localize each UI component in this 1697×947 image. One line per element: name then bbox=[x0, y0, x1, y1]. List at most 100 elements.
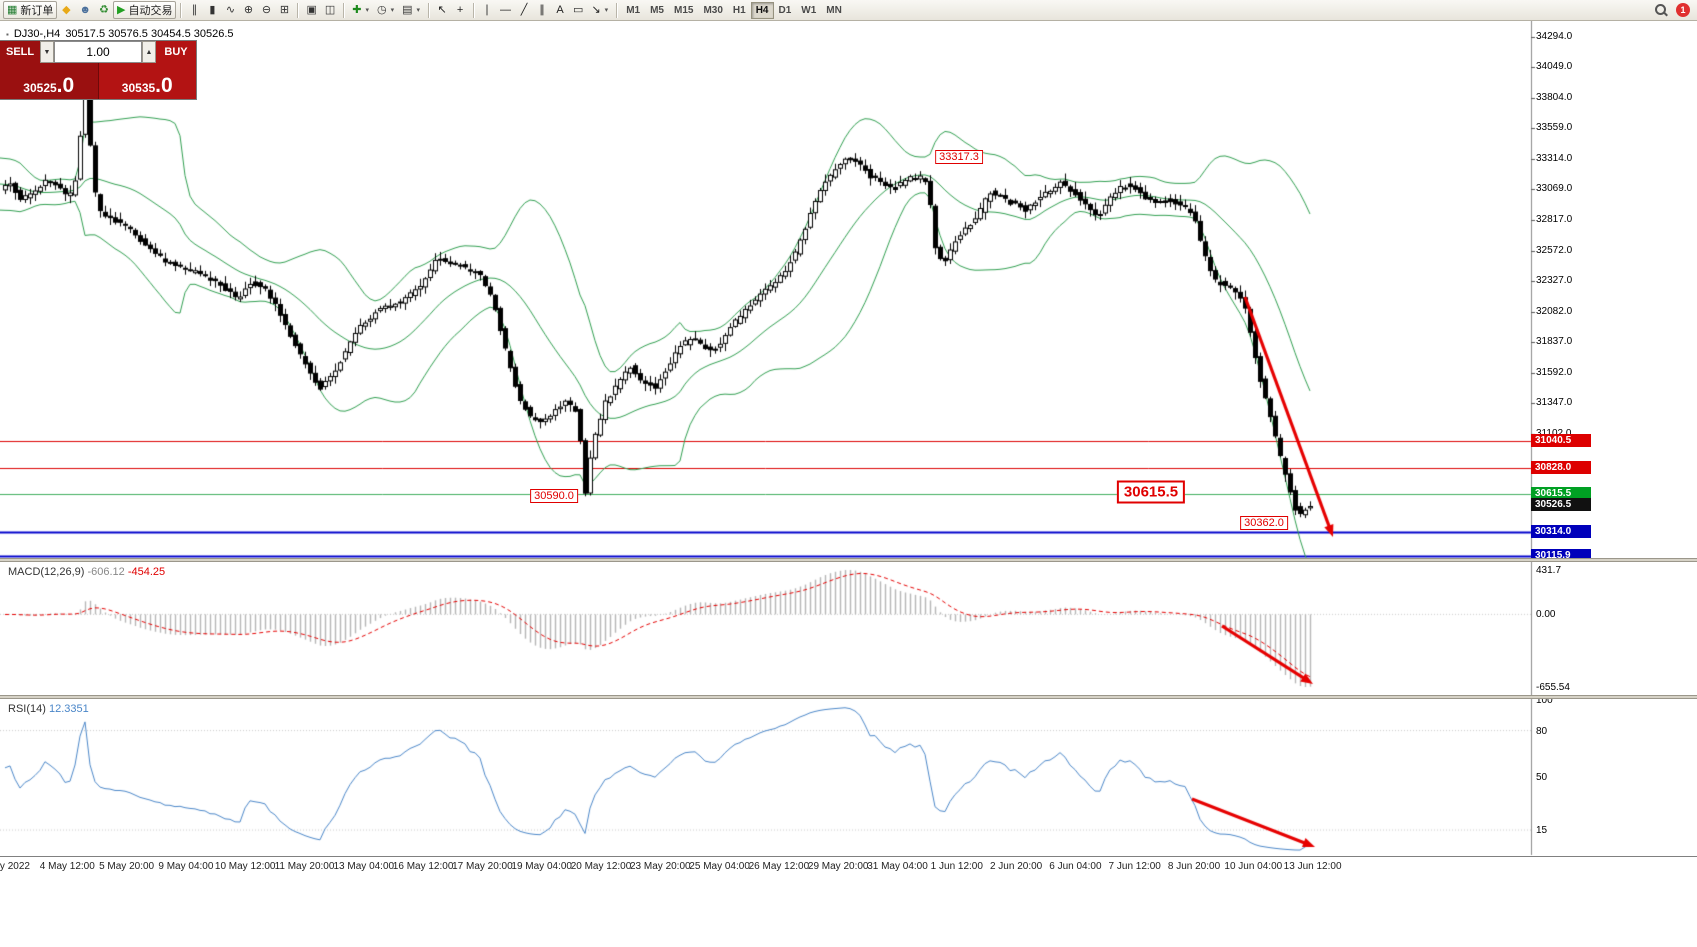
timeframe-h4-button[interactable]: H4 bbox=[750, 1, 774, 19]
arrows-tool-icon: ↘ bbox=[591, 3, 601, 16]
toolbar-candlestick-mode-button[interactable]: ▮ bbox=[203, 1, 221, 19]
toolbar-tile-windows-button[interactable]: ⊞ bbox=[275, 1, 293, 19]
vertical-line-tool-icon: ∣ bbox=[484, 3, 490, 16]
new-chart-caret-icon: ▾ bbox=[365, 7, 369, 14]
rsi-axis-tick: 15 bbox=[1536, 825, 1548, 837]
timeframe-d1-button[interactable]: D1 bbox=[774, 2, 797, 19]
line-chart-mode-icon: ∿ bbox=[225, 3, 236, 16]
toolbar-arrange-windows-button[interactable]: ◫ bbox=[321, 1, 339, 19]
notification-badge[interactable]: 1 bbox=[1676, 3, 1690, 17]
time-axis-label: 29 May 20:00 bbox=[807, 861, 869, 872]
price-callout-label: 30590.0 bbox=[530, 489, 578, 503]
toolbar-text-label-tool-button[interactable]: ▭ bbox=[569, 1, 587, 19]
buy-price-big: .0 bbox=[155, 74, 173, 98]
toolbar-separator bbox=[473, 2, 475, 18]
toolbar-arrows-tool-button[interactable]: ↘ ▾ bbox=[587, 1, 612, 19]
timeframe-m5-button[interactable]: M5 bbox=[645, 2, 669, 19]
toolbar-cascade-windows-button[interactable]: ▣ bbox=[302, 1, 320, 19]
toolbar-line-chart-mode-button[interactable]: ∿ bbox=[221, 1, 239, 19]
toolbar-text-tool-button[interactable]: A bbox=[551, 1, 569, 19]
time-axis[interactable]: May 2022 4 May 12:00 5 May 20:009 May 04:0… bbox=[0, 856, 1697, 881]
timeframe-h1-button[interactable]: H1 bbox=[728, 2, 751, 19]
price-axis-tag: 31040.5 bbox=[1531, 434, 1591, 448]
price-axis-tick: 31347.0 bbox=[1536, 397, 1573, 409]
timeframe-m15-button[interactable]: M15 bbox=[669, 2, 698, 19]
toolbar-separator bbox=[428, 2, 430, 18]
rsi-indicator-label: RSI(14) 12.3351 bbox=[8, 703, 89, 715]
toolbar-horizontal-line-tool-button[interactable]: — bbox=[496, 1, 515, 19]
time-axis-label: 10 May 12:00 bbox=[214, 861, 276, 872]
toolbar-bar-chart-mode-button[interactable]: ∥ bbox=[185, 1, 203, 19]
sell-button[interactable]: SELL bbox=[0, 41, 40, 63]
time-axis-label: 7 Jun 12:00 bbox=[1108, 861, 1161, 872]
toolbar-new-chart-button[interactable]: ✚ ▾ bbox=[348, 1, 373, 19]
time-axis-label: 4 May 12:00 bbox=[39, 861, 95, 872]
time-axis-label: 31 May 04:00 bbox=[867, 861, 928, 872]
refresh-data-icon: ♻ bbox=[99, 3, 109, 16]
panel-splitter-macd[interactable] bbox=[0, 558, 1697, 562]
toolbar-vertical-line-tool-button[interactable]: ∣ bbox=[478, 1, 496, 19]
sell-options-caret-icon[interactable]: ▼ bbox=[40, 41, 54, 63]
text-tool-icon: A bbox=[556, 3, 564, 16]
time-axis-label: 25 May 04:00 bbox=[689, 861, 750, 872]
price-axis-tick: 33804.0 bbox=[1536, 91, 1573, 103]
panel-splitter-rsi[interactable] bbox=[0, 695, 1697, 699]
toolbar-mql5-community-button[interactable]: ◆ bbox=[57, 1, 75, 19]
trendline-tool-icon: ╱ bbox=[520, 3, 528, 16]
toolbar-trendline-tool-button[interactable]: ╱ bbox=[515, 1, 533, 19]
text-label-tool-icon: ▭ bbox=[573, 3, 584, 16]
toolbar-cursor-tool-button[interactable]: ↖ bbox=[433, 1, 451, 19]
toolbar-user-profile-button[interactable]: ☻ bbox=[75, 1, 95, 19]
crosshair-tool-icon: + bbox=[456, 3, 464, 16]
toolbar-auto-trading-label: 自动交易 bbox=[128, 5, 173, 17]
sell-price-display[interactable]: 30525.0 bbox=[0, 63, 98, 99]
price-axis-tick: 32082.0 bbox=[1536, 305, 1573, 317]
arrange-windows-icon: ◫ bbox=[324, 3, 336, 16]
time-axis-label: 20 May 12:00 bbox=[570, 861, 632, 872]
price-axis-tick: 34049.0 bbox=[1536, 61, 1573, 73]
price-axis-tag: 30314.0 bbox=[1531, 524, 1591, 538]
time-axis-label: 13 May 04:00 bbox=[333, 861, 395, 872]
price-axis-tick: 32327.0 bbox=[1536, 275, 1573, 287]
toolbar-indicator-list-button[interactable]: ▤ ▾ bbox=[398, 1, 424, 19]
toolbar-refresh-data-button[interactable]: ♻ bbox=[95, 1, 113, 19]
price-axis-tag: 30828.0 bbox=[1531, 460, 1591, 474]
buy-price-main: 30535 bbox=[121, 81, 156, 95]
timeframe-mn-button[interactable]: MN bbox=[821, 2, 847, 19]
chart-canvas[interactable] bbox=[0, 21, 1697, 947]
zoom-in-icon: ⊕ bbox=[243, 3, 254, 16]
buy-price-display[interactable]: 30535.0 bbox=[97, 63, 196, 99]
time-axis-label: 19 May 04:00 bbox=[511, 861, 572, 872]
time-axis-label: 26 May 12:00 bbox=[748, 861, 810, 872]
timeframe-m30-button[interactable]: M30 bbox=[698, 2, 727, 19]
macd-indicator-label: MACD(12,26,9) -606.12 -454.25 bbox=[8, 566, 165, 578]
volume-up-caret-icon[interactable]: ▲ bbox=[142, 41, 156, 63]
time-axis-label: 17 May 20:00 bbox=[452, 861, 513, 872]
channel-tool-icon: ∥ bbox=[539, 3, 545, 16]
macd-main-value: -606.12 bbox=[87, 566, 125, 578]
toolbar-crosshair-tool-button[interactable]: + bbox=[451, 1, 469, 19]
indicator-list-icon: ▤ bbox=[402, 3, 413, 16]
buy-button[interactable]: BUY bbox=[156, 41, 196, 63]
toolbar-chart-profiles-button[interactable]: ◷ ▾ bbox=[373, 1, 398, 19]
toolbar-auto-trading-button[interactable]: ▶ 自动交易 bbox=[112, 1, 177, 19]
new-order-icon: ▦ bbox=[7, 3, 18, 16]
price-callout-label: 30362.0 bbox=[1240, 516, 1288, 530]
toolbar-zoom-out-button[interactable]: ⊖ bbox=[257, 1, 275, 19]
time-axis-label: 5 May 20:00 bbox=[99, 861, 155, 872]
timeframe-w1-button[interactable]: W1 bbox=[796, 2, 821, 19]
timeframe-m1-button[interactable]: M1 bbox=[621, 2, 645, 19]
price-axis-tick: 31592.0 bbox=[1536, 366, 1573, 378]
toolbar-zoom-in-button[interactable]: ⊕ bbox=[239, 1, 257, 19]
toolbar-channel-tool-button[interactable]: ∥ bbox=[533, 1, 551, 19]
zoom-out-icon: ⊖ bbox=[261, 3, 272, 16]
cursor-tool-icon: ↖ bbox=[437, 3, 447, 16]
time-axis-label: 1 Jun 12:00 bbox=[930, 861, 983, 872]
price-axis-tick: 33314.0 bbox=[1536, 152, 1573, 164]
volume-input[interactable] bbox=[54, 41, 142, 63]
toolbar-new-order-button[interactable]: ▦ 新订单 bbox=[3, 1, 58, 19]
arrows-tool-caret-icon: ▾ bbox=[604, 7, 609, 14]
tile-windows-icon: ⊞ bbox=[279, 3, 290, 16]
macd-signal-value: -454.25 bbox=[127, 566, 166, 578]
toolbar-search-button[interactable] bbox=[1650, 1, 1672, 19]
